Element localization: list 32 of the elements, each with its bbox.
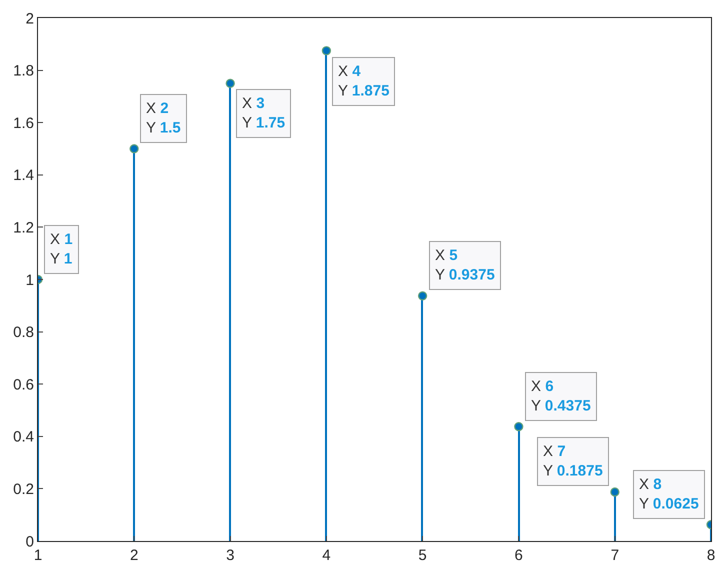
annotation: X 1 Y 1 bbox=[50, 231, 73, 268]
point bbox=[514, 422, 524, 432]
y-tick-label: 0.8 bbox=[13, 324, 34, 342]
y-tick-label: 0.4 bbox=[13, 428, 34, 446]
y-tick-label: 0 bbox=[26, 533, 34, 550]
x-tick-label: 3 bbox=[226, 547, 234, 564]
annotation: X 7 Y 0.1875 bbox=[543, 443, 603, 480]
x-tick-label: 5 bbox=[418, 547, 427, 564]
y-tick-label: 1.8 bbox=[13, 62, 34, 80]
point bbox=[130, 144, 139, 154]
annotation: X 5 Y 0.9375 bbox=[435, 247, 495, 284]
point bbox=[226, 78, 235, 88]
y-tick-label: 2 bbox=[26, 10, 34, 28]
annotation: X 2 Y 1.5 bbox=[146, 100, 181, 136]
x-tick-label: 2 bbox=[130, 547, 138, 564]
point bbox=[418, 291, 428, 300]
annotation: X 3 Y 1.75 bbox=[242, 95, 286, 132]
y-tick-label: 1.2 bbox=[13, 219, 34, 236]
x-tick-label: 6 bbox=[514, 547, 523, 564]
y-tick-label: 1.6 bbox=[13, 114, 34, 132]
y-tick-label: 1.4 bbox=[13, 167, 34, 184]
x-tick-label: 8 bbox=[706, 547, 716, 564]
point bbox=[322, 46, 332, 56]
y-tick-label: 0.2 bbox=[13, 480, 34, 498]
x-tick-label: 4 bbox=[322, 547, 331, 564]
annotation: X 6 Y 0.4375 bbox=[531, 378, 591, 414]
annotation: X 8 Y 0.0625 bbox=[639, 476, 699, 512]
y-tick-label: 1 bbox=[26, 272, 34, 289]
annotation: X 4 Y 1.875 bbox=[338, 63, 390, 100]
point bbox=[610, 487, 620, 497]
x-tick-label: 7 bbox=[610, 547, 620, 564]
y-tick-label: 0.6 bbox=[13, 376, 34, 394]
